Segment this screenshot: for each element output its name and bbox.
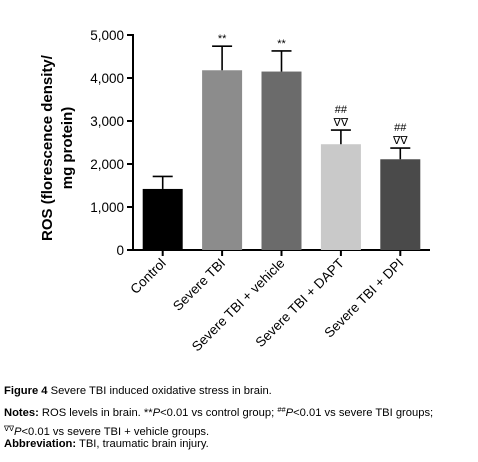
notes-text-1: ROS levels in brain. ** [38, 407, 153, 419]
bar [320, 144, 361, 250]
bar [380, 159, 421, 250]
significance-marker: ## [394, 122, 407, 134]
y-tick-label: 0 [116, 243, 124, 258]
abbreviation-caption: Abbreviation: TBI, traumatic brain injur… [4, 437, 474, 452]
notes-sup-1: ## [277, 405, 286, 414]
notes-p-3: P [14, 426, 22, 438]
y-tick-label: 2,000 [90, 157, 124, 172]
notes-text-3: <0.01 vs severe TBI groups; [293, 407, 434, 419]
notes-p-1: P [152, 407, 161, 419]
significance-marker: ∇∇ [333, 117, 349, 129]
y-tick-label: 1,000 [90, 200, 124, 215]
significance-marker: ** [277, 38, 286, 50]
significance-marker: ** [218, 33, 227, 45]
notes-label: Notes: [4, 407, 39, 419]
notes-sup-2: ∇∇ [4, 424, 15, 433]
notes-text-4: <0.01 vs severe TBI + vehicle groups. [21, 426, 210, 438]
x-tick-label: Control [127, 256, 168, 297]
y-axis-label-line1: ROS (florescence density/ [39, 54, 56, 241]
x-tick-label: Severe TBI [170, 256, 228, 314]
bar [142, 188, 183, 250]
y-tick-label: 4,000 [90, 71, 124, 86]
bars: ** **##∇∇ ##∇∇ [142, 33, 421, 250]
figure-caption: Figure 4 Severe TBI induced oxidative st… [4, 384, 474, 399]
y-tick-label: 5,000 [90, 28, 124, 43]
y-axis-label-line2: mg protein) [59, 107, 76, 190]
axes: 0 1,000 2,000 3,000 4,000 5,000 [90, 28, 430, 258]
notes-p-2: P [285, 407, 294, 419]
abbreviation-text: TBI, traumatic brain injury. [76, 438, 209, 450]
significance-marker: ∇∇ [392, 135, 408, 147]
figure-text: Severe TBI induced oxidative stress in b… [47, 385, 272, 397]
y-tick-label: 3,000 [90, 114, 124, 129]
notes-caption: Notes: ROS levels in brain. **P<0.01 vs … [4, 402, 474, 440]
figure-label: Figure 4 [4, 385, 48, 397]
bar [261, 71, 302, 250]
bar-chart: ROS (florescence density/ mg protein) 0 1… [39, 28, 430, 355]
significance-marker: ## [335, 104, 348, 116]
y-axis-label: ROS (florescence density/ mg protein) [39, 54, 76, 241]
notes-text-2: <0.01 vs control group; [160, 407, 278, 419]
bar [202, 70, 243, 250]
abbreviation-label: Abbreviation: [4, 438, 77, 450]
